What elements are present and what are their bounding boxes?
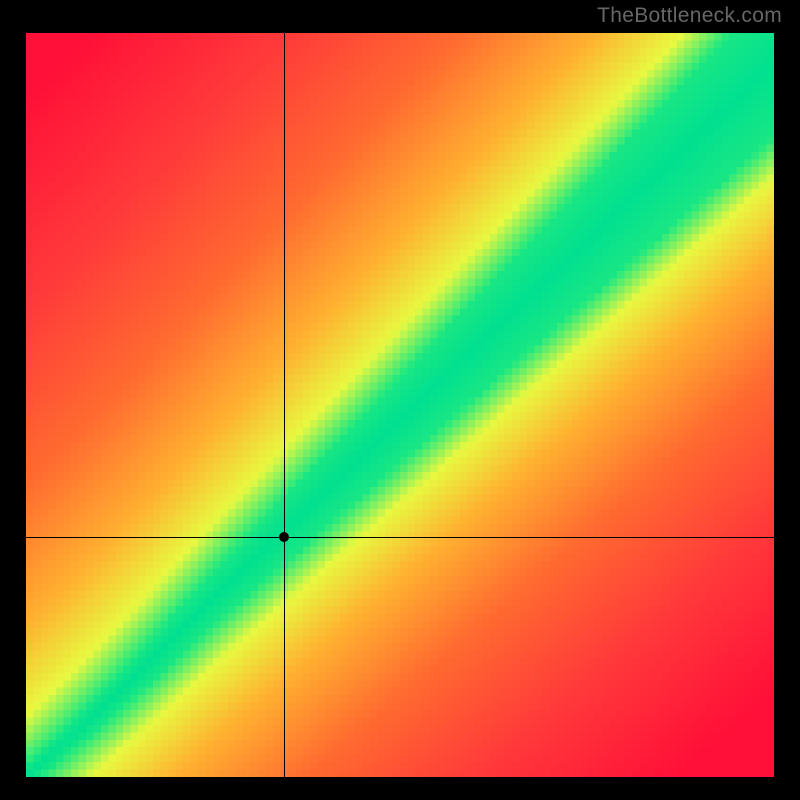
figure-root: TheBottleneck.com — [0, 0, 800, 800]
crosshair-horizontal — [26, 537, 774, 538]
selected-point — [279, 532, 289, 542]
plot-area — [26, 33, 774, 777]
bottleneck-heatmap — [26, 33, 774, 777]
crosshair-vertical — [284, 33, 285, 777]
watermark-label: TheBottleneck.com — [597, 4, 782, 28]
